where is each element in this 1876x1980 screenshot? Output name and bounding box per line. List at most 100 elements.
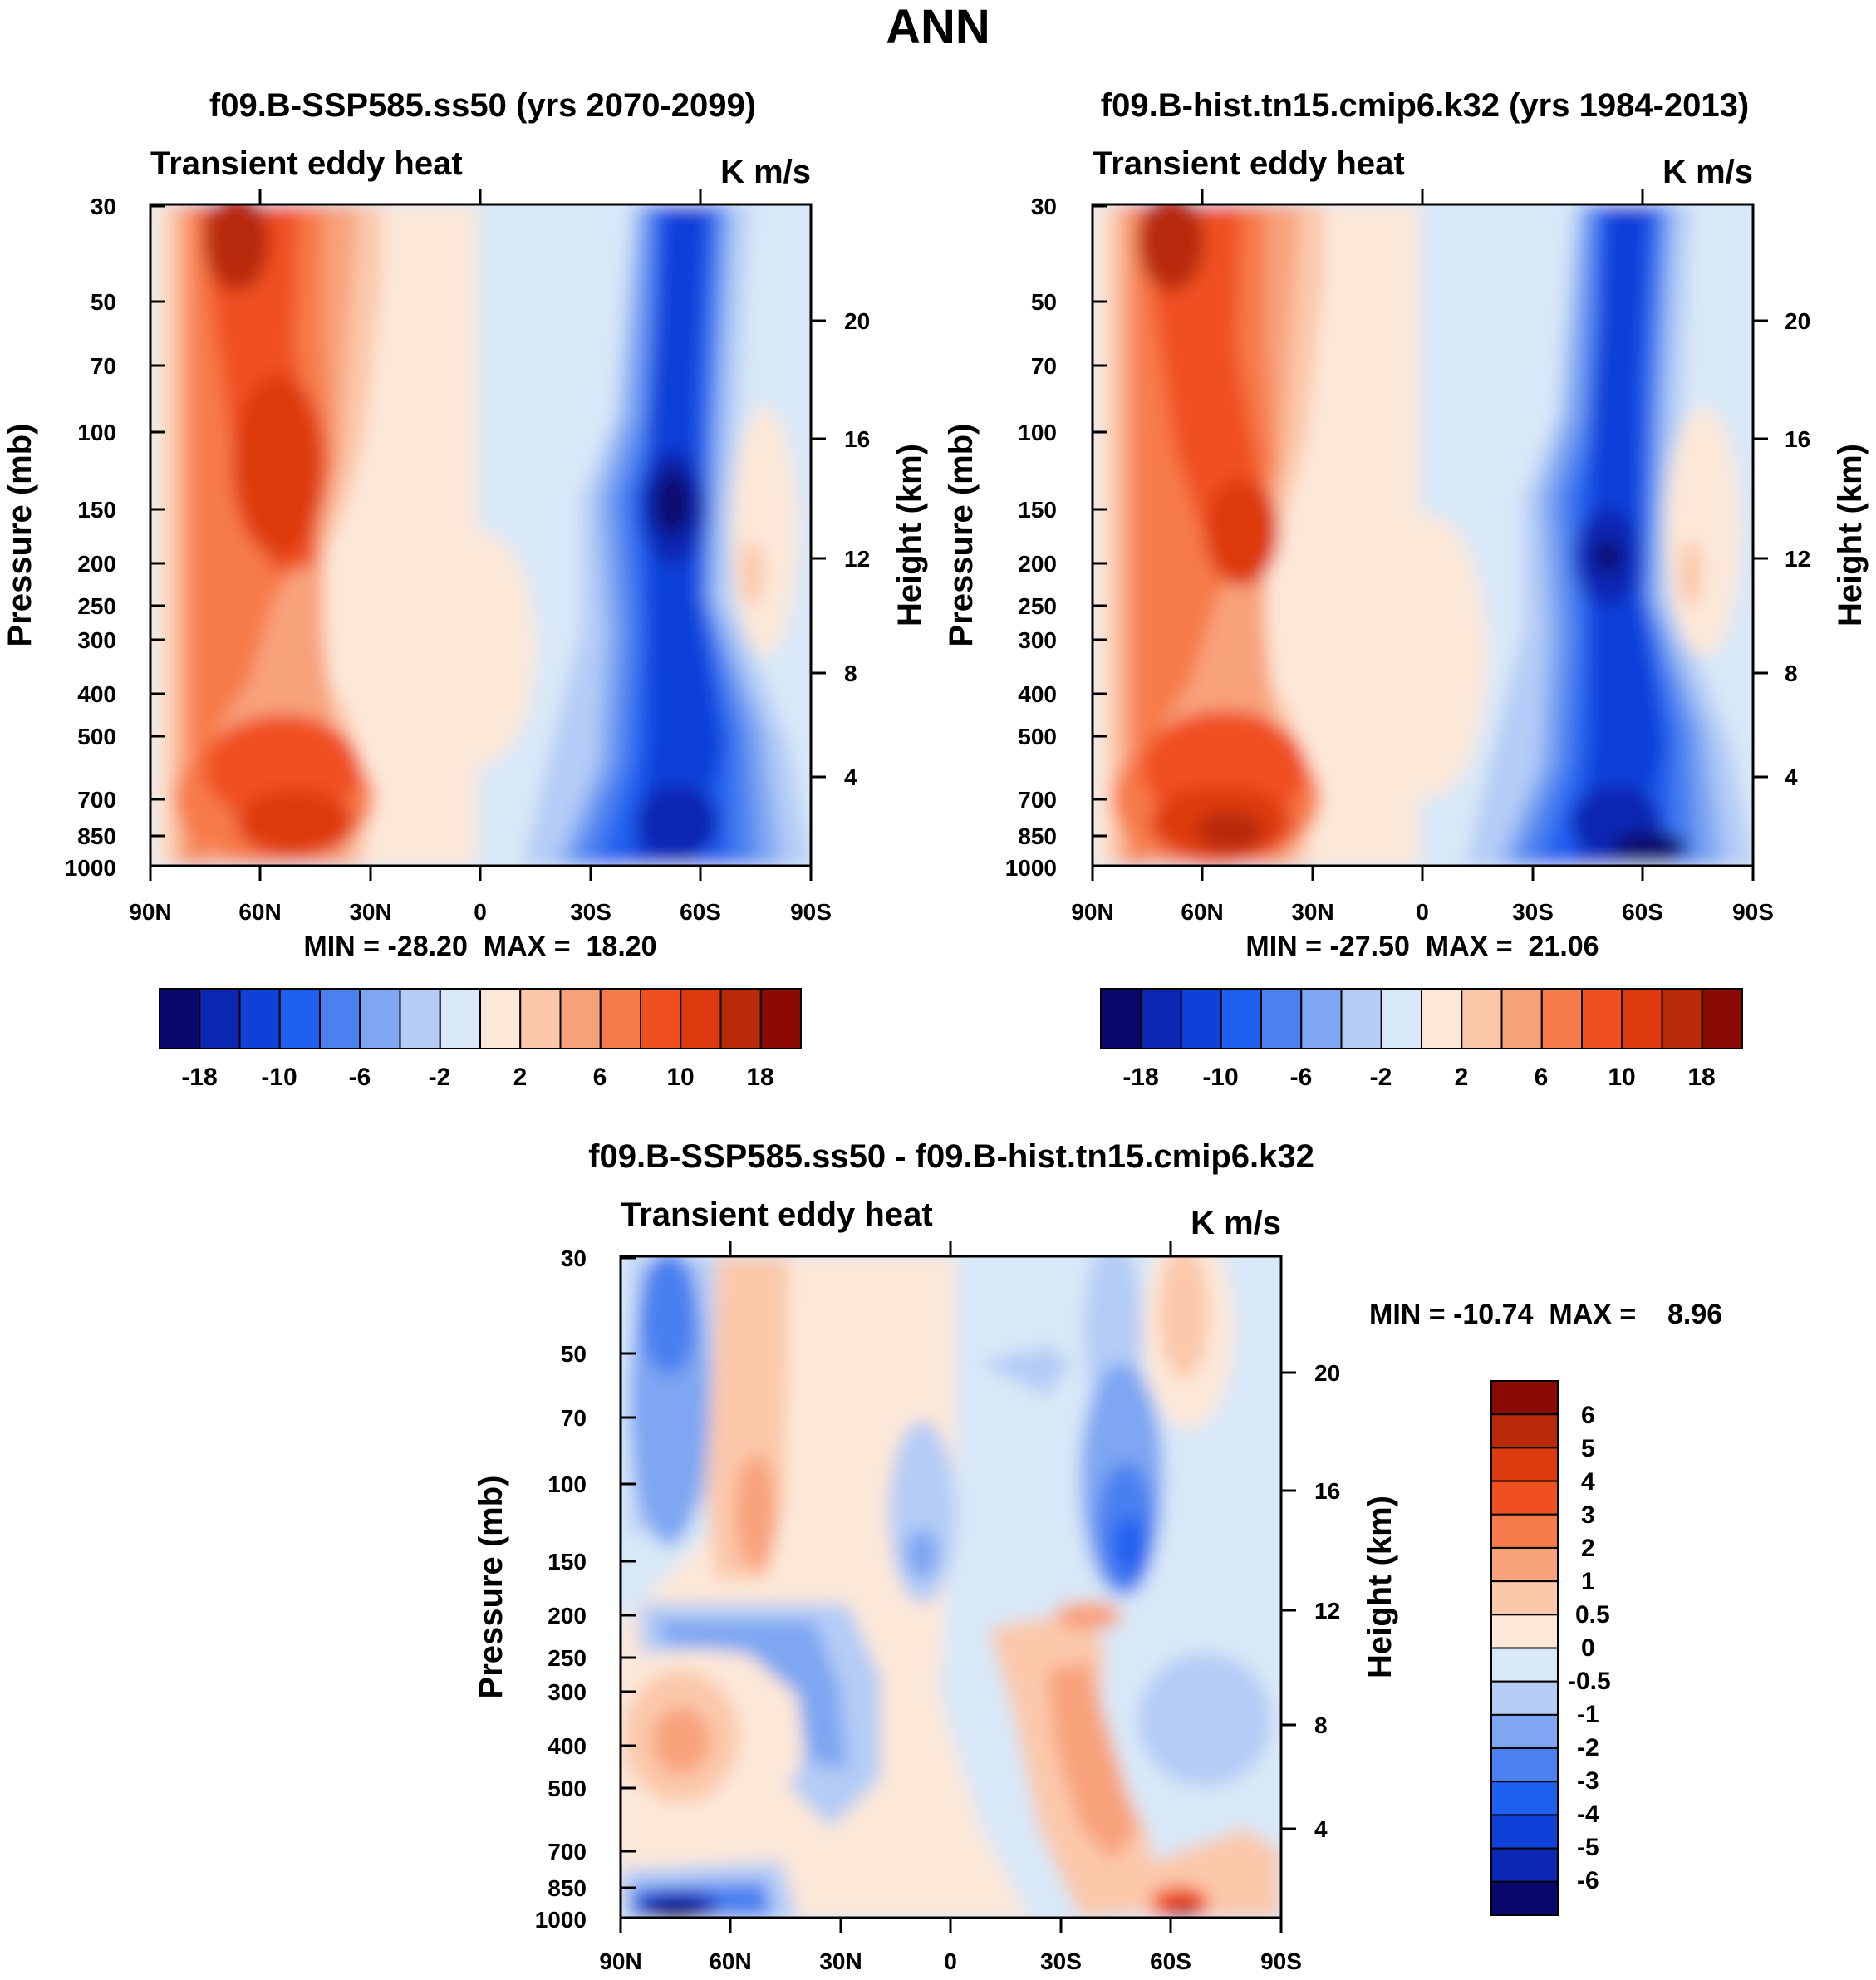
- x-tick-label: 60N: [238, 899, 281, 925]
- colorbar-swatch: [1490, 1713, 1559, 1750]
- panel-1-min-max: MIN = -28.20 MAX = 18.20: [303, 931, 656, 962]
- colorbar-swatch: [680, 988, 722, 1049]
- colorbar-swatch: [199, 988, 241, 1049]
- panel-2-x-ticks: 90N 60N 30N 0 30S 60S 90S: [1071, 899, 1774, 925]
- height-tick-label: 8: [844, 661, 857, 686]
- y-tick-label: 200: [77, 551, 116, 577]
- colorbar-label: 6: [593, 1064, 607, 1091]
- panel-3-subtitle: f09.B-SSP585.ss50 - f09.B-hist.tn15.cmip…: [588, 1138, 1314, 1175]
- colorbar-label: -0.5: [1568, 1668, 1611, 1695]
- y-tick-label: 850: [1018, 823, 1057, 849]
- panel-2-min-max: MIN = -27.50 MAX = 21.06: [1245, 931, 1599, 962]
- colorbar-swatch: [1490, 1847, 1559, 1883]
- colorbar-label: 0.5: [1575, 1601, 1610, 1629]
- y-tick-label: 700: [1018, 787, 1057, 813]
- colorbar-swatch: [1701, 988, 1743, 1049]
- colorbar-label: 10: [1608, 1064, 1635, 1091]
- x-tick-label: 30N: [1291, 899, 1333, 925]
- colorbar-label: -2: [429, 1064, 451, 1091]
- colorbar-label: 18: [746, 1064, 773, 1091]
- y-tick-label: 300: [1018, 627, 1057, 653]
- y-tick-label: 1000: [535, 1907, 587, 1933]
- y-tick-label: 150: [77, 497, 116, 523]
- height-tick-label: 12: [1785, 546, 1810, 572]
- y-tick-label: 400: [77, 681, 116, 707]
- colorbar-swatch: [1621, 988, 1663, 1049]
- colorbar-swatch: [1581, 988, 1623, 1049]
- colorbar-swatch: [359, 988, 401, 1049]
- y-tick-label: 100: [77, 420, 116, 445]
- panel-2-ylabel-right: Height (km): [1832, 444, 1869, 626]
- height-tick-label: 4: [844, 764, 857, 790]
- colorbar-swatch: [278, 988, 321, 1049]
- panel-3-field: [621, 1256, 1281, 1918]
- x-tick-label: 90N: [1071, 899, 1113, 925]
- height-tick-label: 8: [1785, 661, 1798, 686]
- colorbar-swatch: [1540, 988, 1583, 1049]
- x-tick-label: 30N: [349, 899, 391, 925]
- colorbar-swatch: [238, 988, 281, 1049]
- colorbar-swatch: [1490, 1513, 1559, 1549]
- colorbar-label: -18: [181, 1064, 217, 1091]
- panel-1-colorbar: -18 -10 -6 -2 2 6 10 18: [159, 988, 802, 1091]
- colorbar-swatch: [479, 988, 522, 1049]
- colorbar-swatch: [1490, 1413, 1559, 1449]
- y-tick-label: 30: [91, 194, 116, 219]
- y-tick-label: 700: [77, 787, 116, 813]
- panel-2-subtitle: f09.B-hist.tn15.cmip6.k32 (yrs 1984-2013…: [1101, 87, 1749, 124]
- x-tick-label: 60S: [1622, 899, 1663, 925]
- y-tick-label: 700: [548, 1839, 587, 1865]
- y-tick-label: 30: [1031, 194, 1057, 219]
- x-tick-label: 0: [944, 1948, 957, 1974]
- panel-1-field: [150, 204, 811, 866]
- panel-3-ylabel-right: Height (km): [1362, 1496, 1398, 1678]
- y-tick-label: 200: [1018, 551, 1057, 577]
- y-tick-label: 250: [77, 593, 116, 619]
- x-tick-label: 0: [1416, 899, 1429, 925]
- panel-3-min-max: MIN = -10.74 MAX = 8.96: [1369, 1299, 1722, 1330]
- height-tick-label: 4: [1314, 1816, 1328, 1842]
- panel-2-colorbar: -18 -10 -6 -2 2 6 10 18: [1100, 988, 1743, 1091]
- y-tick-label: 1000: [1005, 855, 1057, 881]
- panel-1-subtitle: f09.B-SSP585.ss50 (yrs 2070-2099): [209, 87, 756, 124]
- colorbar-swatch: [1220, 988, 1262, 1049]
- height-tick-label: 12: [1314, 1598, 1340, 1624]
- colorbar-label: -18: [1122, 1064, 1158, 1091]
- x-tick-label: 90S: [790, 899, 832, 925]
- y-tick-label: 1000: [65, 855, 116, 881]
- colorbar-label: -10: [1202, 1064, 1238, 1091]
- y-tick-label: 100: [1018, 420, 1057, 445]
- panel-1-tick-marks: [149, 189, 826, 881]
- y-tick-label: 400: [548, 1733, 587, 1759]
- colorbar-label: -5: [1577, 1834, 1599, 1861]
- colorbar-swatch: [1490, 1447, 1559, 1482]
- colorbar-swatch: [1490, 1480, 1559, 1516]
- y-tick-label: 50: [561, 1341, 587, 1367]
- colorbar-label: -6: [1290, 1064, 1313, 1091]
- colorbar-label: 6: [1535, 1064, 1549, 1091]
- panel-3-y-ticks: 30 50 70 100 150 200 250 300 400 500 700…: [535, 1245, 587, 1933]
- panel-3-x-ticks: 90N 60N 30N 0 30S 60S 90S: [599, 1948, 1302, 1974]
- panel-1-ylabel: Pressure (mb): [2, 424, 38, 647]
- colorbar-label: -10: [261, 1064, 297, 1091]
- height-tick-label: 12: [844, 546, 870, 572]
- x-tick-label: 90N: [599, 1948, 641, 1974]
- colorbar-swatch: [1500, 988, 1543, 1049]
- panel-1-y-ticks: 30 50 70 100 150 200 250 300 400 500 700…: [65, 194, 116, 881]
- colorbar-label: 6: [1581, 1402, 1595, 1429]
- colorbar-swatch: [1300, 988, 1343, 1049]
- panel-2-tick-marks: [1091, 189, 1768, 881]
- colorbar-label: 2: [513, 1064, 528, 1091]
- panel-2-field: [1093, 204, 1753, 866]
- colorbar-swatch: [1490, 1747, 1559, 1783]
- colorbar-swatch: [1490, 1680, 1559, 1716]
- colorbar-label: -2: [1370, 1064, 1392, 1091]
- y-tick-label: 100: [548, 1471, 587, 1497]
- y-tick-label: 30: [561, 1245, 587, 1271]
- height-tick-label: 16: [844, 426, 870, 452]
- colorbar-swatch: [1490, 1614, 1559, 1649]
- panel-3-ylabel: Pressure (mb): [473, 1476, 509, 1699]
- x-tick-label: 60N: [1181, 899, 1223, 925]
- colorbar-swatch: [159, 988, 201, 1049]
- colorbar-label: -2: [1577, 1734, 1599, 1761]
